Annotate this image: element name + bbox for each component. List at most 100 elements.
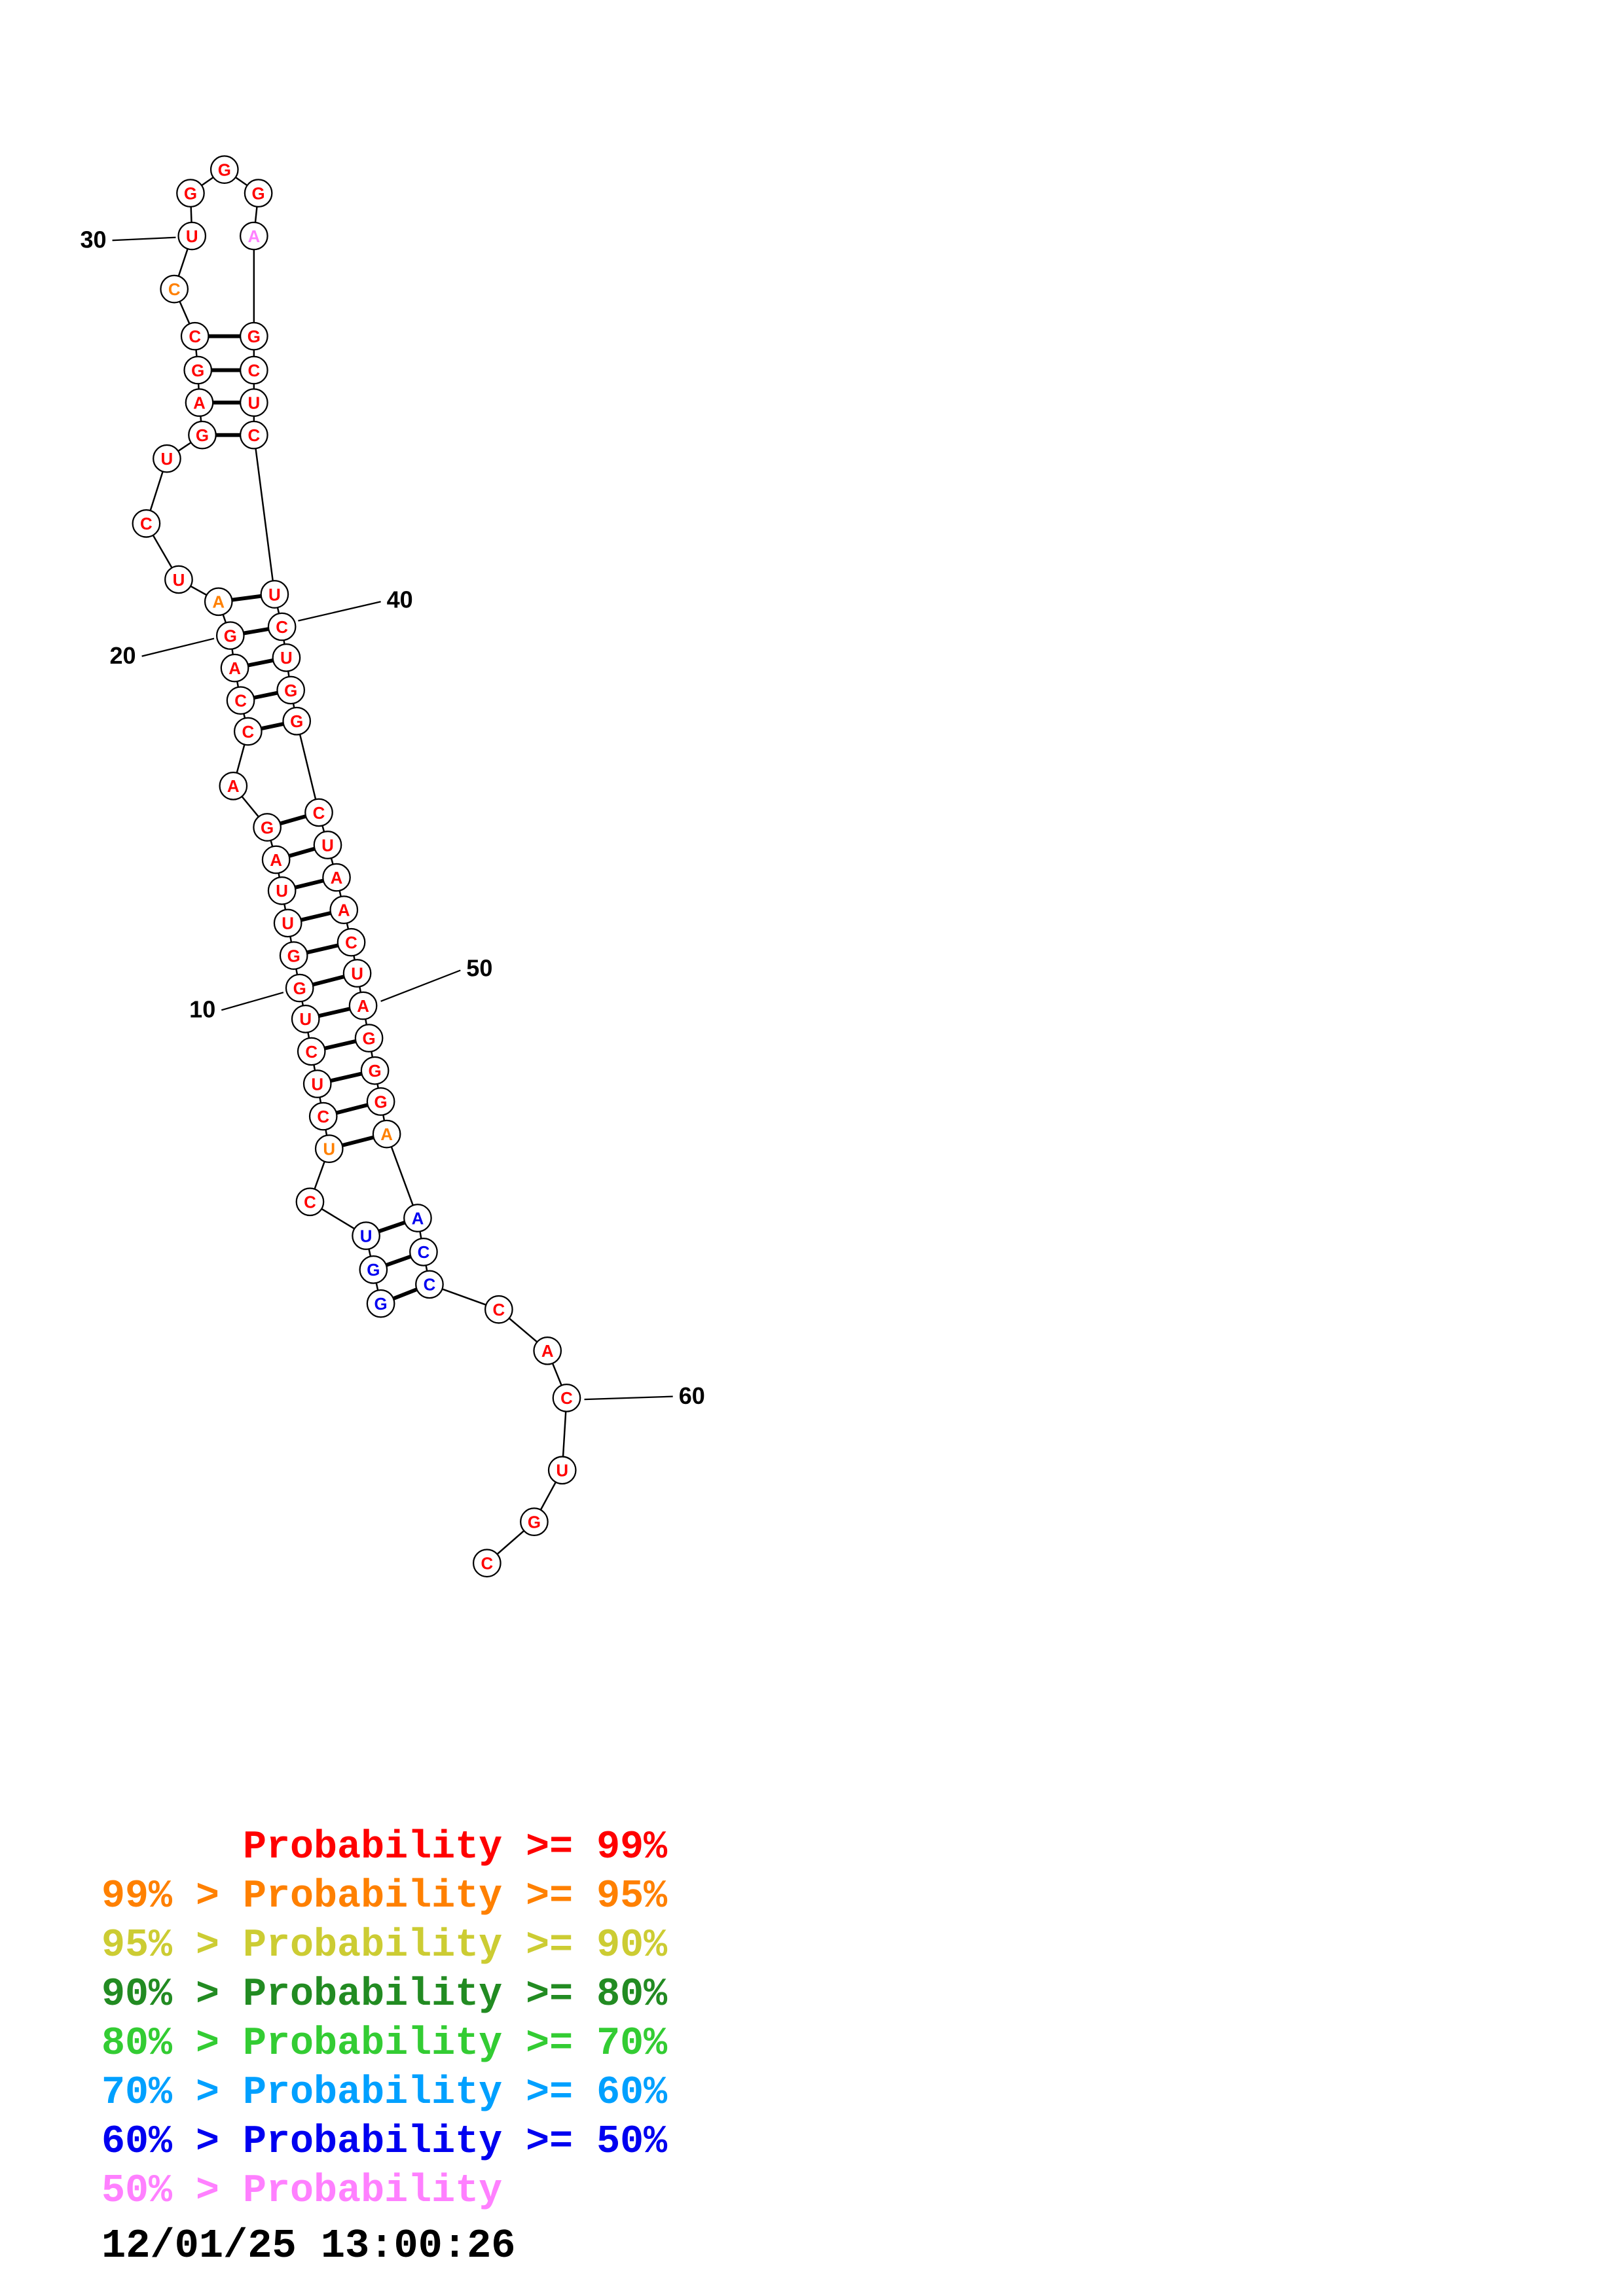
legend-item-1: 99% > Probability >= 95% [101,1874,668,1919]
nucleotide-base-38: C [247,427,260,445]
sequence-label-leader-line [380,969,461,1002]
nucleotide-circle-27 [183,355,213,385]
backbone-link [295,721,320,813]
nucleotide-base-4: C [304,1194,316,1212]
sequence-number-label: 60 [679,1382,705,1409]
nucleotide-base-33: G [252,185,265,203]
nucleotide-circle-57 [415,1270,444,1299]
nucleotide-base-27: G [191,362,204,380]
nucleotide-circle-5 [314,1134,344,1163]
nucleotide-circle-11 [279,941,308,970]
nucleotide-base-31: G [184,185,197,203]
nucleotide-base-5: U [323,1140,335,1158]
nucleotide-circle-25 [188,420,217,450]
sequence-label-leader-line [221,992,284,1011]
nucleotide-base-23: C [140,515,153,533]
nucleotide-base-46: A [331,869,343,888]
nucleotide-base-16: A [227,778,240,796]
nucleotide-base-52: G [369,1062,382,1081]
nucleotide-circle-16 [219,772,248,800]
nucleotide-circle-62 [520,1507,549,1537]
nucleotide-circle-29 [160,274,189,304]
nucleotide-circle-59 [533,1336,562,1365]
sequence-number-label: 10 [189,996,215,1023]
nucleotide-base-58: C [492,1301,505,1319]
nucleotide-base-12: U [282,915,294,933]
sequence-label-leader-line [112,236,176,242]
nucleotide-base-20: G [224,627,237,645]
nucleotide-circle-37 [239,388,268,417]
timestamp: 12/01/25 13:00:26 [101,2223,516,2269]
nucleotide-circle-1 [366,1289,395,1318]
nucleotide-circle-63 [472,1549,501,1578]
nucleotide-circle-54 [372,1119,401,1149]
nucleotide-circle-21 [204,587,233,617]
nucleotide-base-22: U [173,571,185,590]
nucleotide-circle-12 [273,908,302,938]
nucleotide-base-35: G [247,328,261,346]
nucleotide-circle-8 [297,1037,326,1066]
nucleotide-circle-17 [233,717,263,746]
nucleotide-circle-52 [360,1056,390,1085]
nucleotide-base-17: C [242,723,254,742]
nucleotide-base-32: G [218,161,231,179]
nucleotide-base-48: C [345,934,357,952]
nucleotide-base-30: U [186,228,198,246]
nucleotide-circle-60 [552,1384,581,1412]
nucleotide-base-56: C [418,1244,430,1262]
nucleotide-circle-9 [291,1005,320,1033]
nucleotide-circle-48 [337,927,366,957]
nucleotide-base-51: G [363,1030,376,1048]
nucleotide-base-40: C [276,619,288,637]
nucleotide-circle-26 [185,388,214,417]
nucleotide-circle-49 [342,959,372,988]
nucleotide-circle-4 [295,1187,325,1217]
nucleotide-circle-22 [164,565,193,594]
nucleotide-base-39: U [268,586,281,604]
backbone-link [253,435,276,595]
nucleotide-circle-56 [409,1237,438,1266]
nucleotide-base-42: G [284,682,297,700]
nucleotide-base-59: A [541,1342,554,1361]
nucleotide-base-29: C [168,281,181,299]
nucleotide-circle-51 [354,1024,384,1053]
nucleotide-base-63: C [481,1555,493,1573]
nucleotide-circle-7 [302,1069,332,1098]
nucleotide-circle-14 [261,845,291,874]
nucleotide-base-34: A [247,228,260,246]
nucleotide-base-18: C [234,692,247,711]
legend-item-3: 90% > Probability >= 80% [101,1973,668,2017]
nucleotide-circle-55 [403,1204,432,1232]
nucleotide-circle-23 [132,509,161,538]
nucleotide-circle-44 [304,798,333,827]
nucleotide-circle-31 [176,179,205,208]
nucleotide-base-1: G [374,1295,388,1314]
nucleotide-base-26: A [193,394,206,412]
nucleotide-circle-2 [359,1255,388,1284]
nucleotide-circle-32 [210,155,239,184]
nucleotide-base-24: U [161,450,173,469]
nucleotide-circle-39 [260,580,289,609]
sequence-number-label: 30 [80,226,106,253]
legend-item-4: 80% > Probability >= 70% [101,2022,668,2066]
nucleotide-circle-15 [253,813,282,842]
nucleotide-base-37: U [247,394,260,412]
nucleotide-base-25: G [196,427,209,445]
nucleotide-circle-41 [272,643,301,672]
nucleotide-circle-30 [177,221,207,251]
nucleotide-base-14: A [270,852,282,870]
legend-item-2: 95% > Probability >= 90% [101,1924,668,1968]
nucleotide-base-49: U [351,965,363,983]
nucleotide-base-2: G [367,1261,380,1280]
nucleotide-base-44: C [313,804,325,823]
nucleotide-circle-19 [220,653,249,683]
nucleotide-circle-3 [352,1221,380,1250]
nucleotide-base-61: U [556,1462,568,1480]
nucleotide-circle-18 [226,686,255,715]
nucleotide-circle-42 [276,675,306,705]
nucleotide-circle-28 [180,321,210,351]
probability-legend: Probability >= 99% 99% > Probability >= 9… [101,1823,667,2216]
nucleotide-base-53: G [374,1093,388,1111]
